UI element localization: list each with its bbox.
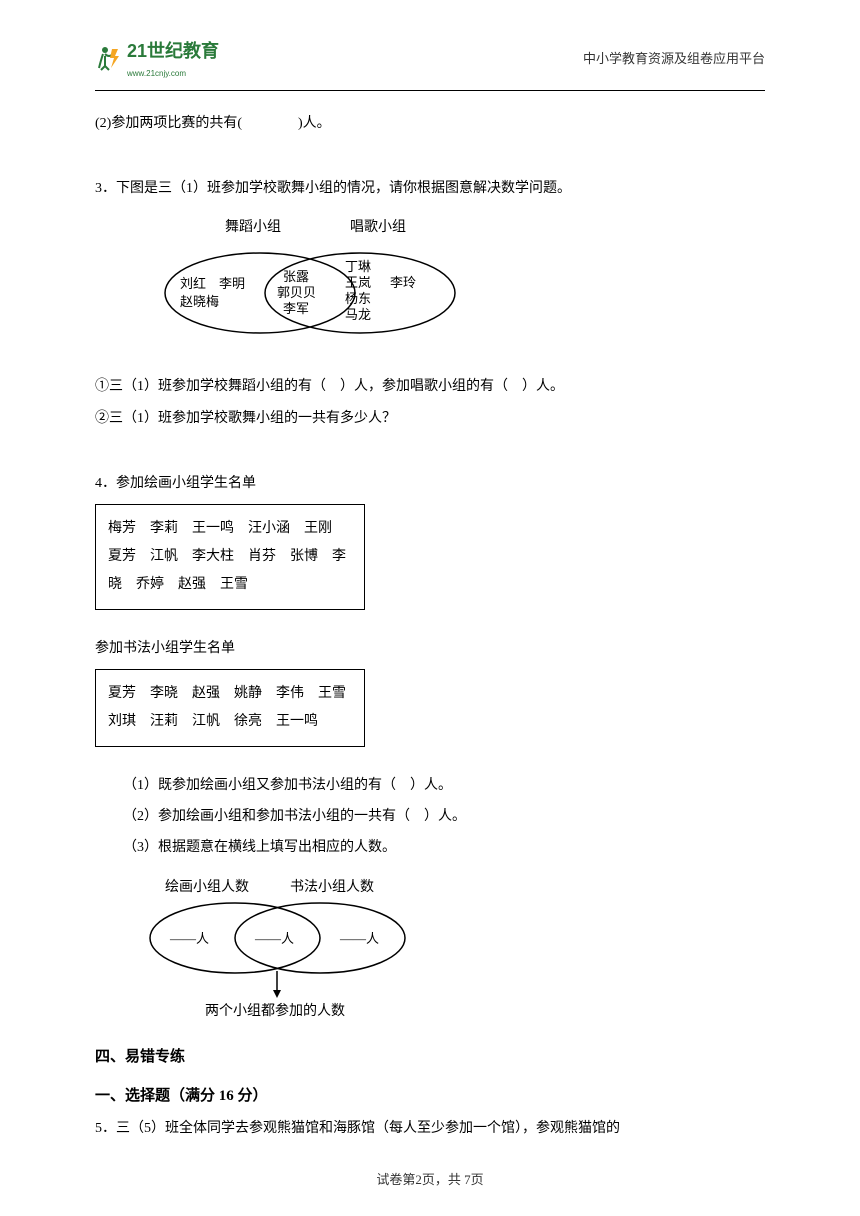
q4-venn-bottom-label: 两个小组都参加的人数 [205, 1002, 345, 1019]
page-footer: 试卷第2页，共 7页 [0, 1168, 860, 1191]
q4-sub3: （3）根据题意在横线上填写出相应的人数。 [95, 835, 765, 860]
q4-sub1: （1）既参加绘画小组又参加书法小组的有（ ）人。 [95, 773, 765, 798]
svg-text:李玲: 李玲 [390, 275, 416, 290]
venn-left-label: 舞蹈小组 [225, 219, 281, 235]
svg-text:马龙: 马龙 [345, 307, 371, 322]
svg-text:赵晓梅: 赵晓梅 [180, 294, 219, 309]
q4-list2: 夏芳 李晓 赵强 姚静 李伟 王雪 刘琪 汪莉 江帆 徐亮 王一鸣 [95, 669, 365, 747]
q4-sub2: （2）参加绘画小组和参加书法小组的一共有（ ）人。 [95, 804, 765, 829]
q4-venn-diagram: 绘画小组人数 书法小组人数 ——人 ——人 ——人 两个小组都参加的人数 [95, 873, 765, 1032]
q3-stem: 3．下图是三（1）班参加学校歌舞小组的情况，请你根据图意解决数学问题。 [95, 176, 765, 201]
svg-text:杨东: 杨东 [345, 291, 371, 306]
section-4-title: 四、易错专练 [95, 1044, 765, 1071]
svg-text:丁琳: 丁琳 [345, 259, 371, 274]
svg-text:郭贝贝: 郭贝贝 [277, 285, 316, 300]
q2-part2: (2)参加两项比赛的共有( )人。 [95, 111, 765, 136]
svg-text:刘红 李明: 刘红 李明 [180, 276, 245, 291]
svg-text:——人: ——人 [339, 931, 379, 946]
q5-stem: 5．三（5）班全体同学去参观熊猫馆和海豚馆（每人至少参加一个馆），参观熊猫馆的 [95, 1116, 765, 1141]
q3-sub2: ②三（1）班参加学校歌舞小组的一共有多少人？ [95, 406, 765, 431]
q3-sub1: ①三（1）班参加学校舞蹈小组的有（ ）人，参加唱歌小组的有（ ）人。 [95, 374, 765, 399]
page-header: 21世纪教育 www.21cnjy.com 中小学教育资源及组卷应用平台 [95, 35, 765, 91]
q4-stem: 4．参加绘画小组学生名单 [95, 471, 765, 496]
logo-icon [95, 44, 123, 72]
venn-right-label: 唱歌小组 [350, 219, 406, 235]
svg-text:张露: 张露 [283, 269, 309, 284]
svg-text:李军: 李军 [283, 301, 309, 316]
q3-venn-diagram: 舞蹈小组 唱歌小组 刘红 李明 赵晓梅 张露 郭贝贝 李军 丁琳 王岚 李玲 杨… [95, 213, 765, 362]
q4-venn-left-label: 绘画小组人数 [165, 879, 249, 895]
svg-text:——人: ——人 [254, 931, 294, 946]
q4-venn-right-label: 书法小组人数 [290, 879, 374, 895]
part-1-title: 一、选择题（满分 16 分） [95, 1083, 765, 1110]
svg-text:王岚: 王岚 [345, 275, 371, 290]
logo-text: 21世纪教育 [127, 41, 219, 61]
logo: 21世纪教育 www.21cnjy.com [95, 35, 219, 82]
q4-list2-title: 参加书法小组学生名单 [95, 636, 765, 661]
q4-list1: 梅芳 李莉 王一鸣 汪小涵 王刚 夏芳 江帆 李大柱 肖芬 张博 李晓 乔婷 赵… [95, 504, 365, 610]
logo-subtext: www.21cnjy.com [127, 67, 219, 81]
svg-text:——人: ——人 [169, 931, 209, 946]
header-right-text: 中小学教育资源及组卷应用平台 [583, 47, 765, 70]
